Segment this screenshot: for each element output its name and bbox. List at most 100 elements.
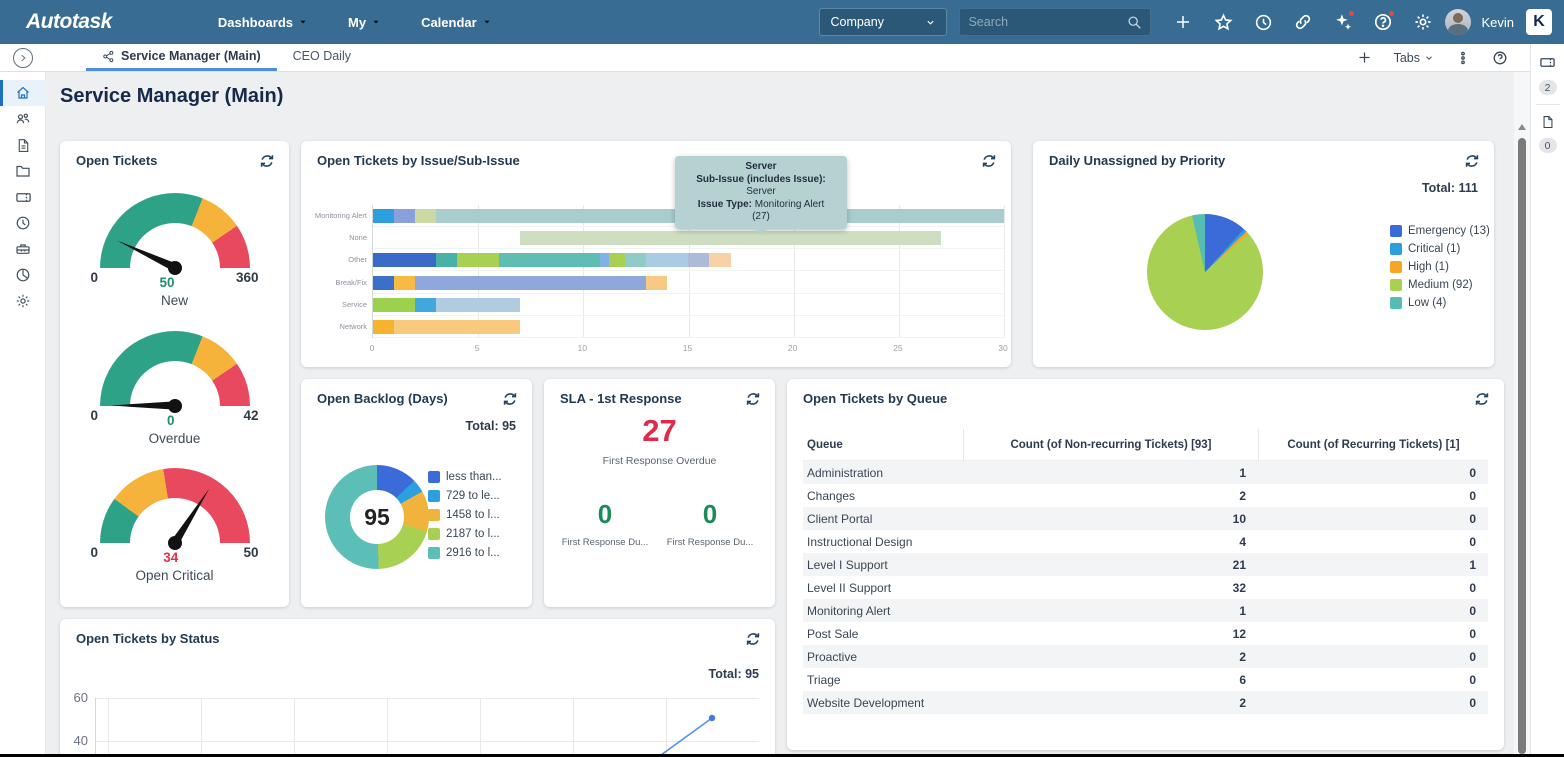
bar-segment[interactable] [520, 231, 941, 246]
menu-my[interactable]: My [328, 0, 401, 44]
scrollbar-up-arrow[interactable] [1518, 124, 1526, 130]
tab-service-manager-main[interactable]: Service Manager (Main) [86, 44, 277, 71]
sidebar-item-crm[interactable] [0, 106, 46, 132]
refresh-button[interactable] [500, 389, 520, 409]
sla-metric-1-value[interactable]: 0 [597, 499, 613, 529]
gauge-new[interactable]: 0 50 360 New [90, 193, 260, 308]
refresh-button[interactable] [257, 151, 277, 171]
status-line-series[interactable] [60, 619, 775, 754]
column-header-recurring[interactable]: Count (of Recurring Tickets) [1] [1258, 428, 1488, 461]
table-row[interactable]: Level I Support 21 1 [803, 553, 1488, 576]
overdue-count[interactable]: 27 [642, 413, 677, 448]
sidebar-item-projects[interactable] [0, 236, 46, 262]
sidebar-collapse-button[interactable] [8, 45, 38, 71]
bar-segment[interactable] [415, 275, 647, 290]
table-row[interactable]: Proactive 2 0 [803, 645, 1488, 668]
menu-calendar[interactable]: Calendar [401, 0, 512, 44]
company-select[interactable]: Company [819, 8, 948, 36]
gauge-overdue[interactable]: 0 0 42 Overdue [90, 331, 260, 446]
bar-segment[interactable] [688, 253, 710, 268]
menu-dashboards[interactable]: Dashboards [198, 0, 328, 44]
legend-item[interactable]: Emergency (13) [1390, 225, 1490, 237]
legend-item[interactable]: Medium (92) [1390, 279, 1490, 291]
table-row[interactable]: Website Development 2 0 [803, 691, 1488, 714]
ai-assistant-button[interactable] [1325, 4, 1361, 40]
avatar[interactable] [1445, 9, 1472, 35]
bar-segment[interactable] [373, 209, 395, 223]
bar-segment[interactable] [373, 297, 416, 312]
bar-segment[interactable] [394, 209, 416, 223]
sidebar-item-contracts[interactable] [0, 132, 46, 158]
documents-tray-button[interactable] [1541, 115, 1555, 134]
refresh-button[interactable] [743, 389, 763, 409]
table-row[interactable]: Post Sale 12 0 [803, 622, 1488, 645]
user-name[interactable]: Kevin [1481, 14, 1514, 30]
recent-items-button[interactable] [1245, 4, 1281, 40]
open-tickets-tray-button[interactable] [1539, 54, 1556, 76]
status-data-point[interactable] [708, 714, 716, 722]
help-button[interactable] [1365, 4, 1401, 40]
gauge-open-critical[interactable]: 0 34 50 Open Critical [90, 468, 260, 583]
search-icon[interactable] [1127, 15, 1142, 30]
tab-options-button[interactable] [1448, 44, 1478, 71]
sidebar-item-service-desk[interactable] [0, 184, 46, 210]
stacked-bar[interactable] [373, 297, 521, 312]
stacked-bar[interactable] [373, 275, 668, 290]
bar-segment[interactable] [373, 253, 437, 268]
refresh-button[interactable] [743, 629, 763, 649]
column-header-nonrecurring[interactable]: Count (of Non-recurring Tickets) [93] [963, 428, 1258, 461]
table-row[interactable]: Administration 1 0 [803, 461, 1488, 484]
bar-segment[interactable] [457, 253, 500, 268]
table-row[interactable]: Level II Support 32 0 [803, 576, 1488, 599]
legend-item[interactable]: less than... [428, 471, 502, 483]
bar-segment[interactable] [625, 253, 647, 268]
stacked-bar[interactable] [373, 253, 731, 268]
table-row[interactable]: Instructional Design 4 0 [803, 530, 1488, 553]
legend-item[interactable]: 1458 to l... [428, 509, 502, 521]
bar-segment[interactable] [394, 275, 416, 290]
bar-segment[interactable] [499, 253, 601, 268]
sidebar-item-documents[interactable] [0, 158, 46, 184]
tab-ceo-daily[interactable]: CEO Daily [292, 49, 351, 63]
legend-item[interactable]: Critical (1) [1390, 243, 1490, 255]
priority-pie-chart[interactable] [1147, 214, 1263, 330]
bar-segment[interactable] [394, 320, 521, 334]
sidebar-item-timesheets[interactable] [0, 210, 46, 236]
bar-segment[interactable] [415, 209, 437, 223]
sla-metric-2-value[interactable]: 0 [702, 499, 718, 529]
settings-button[interactable] [1405, 4, 1441, 40]
legend-item[interactable]: High (1) [1390, 261, 1490, 273]
integrations-button[interactable] [1285, 4, 1321, 40]
sidebar-item-home[interactable] [0, 80, 46, 106]
bar-segment[interactable] [415, 297, 437, 312]
kaseya-badge[interactable]: K [1526, 9, 1552, 35]
legend-item[interactable]: 2187 to l... [428, 528, 502, 540]
tabs-menu-button[interactable]: Tabs [1386, 44, 1442, 71]
bar-segment[interactable] [709, 253, 731, 268]
table-row[interactable]: Client Portal 10 0 [803, 507, 1488, 530]
refresh-button[interactable] [1462, 151, 1482, 171]
table-row[interactable]: Triage 6 0 [803, 668, 1488, 691]
stacked-bar[interactable] [373, 320, 521, 334]
bar-segment[interactable] [646, 253, 689, 268]
bar-segment[interactable] [646, 275, 668, 290]
bar-segment[interactable] [600, 253, 609, 268]
bar-segment[interactable] [436, 253, 458, 268]
legend-item[interactable]: 2916 to l... [428, 547, 502, 559]
sidebar-item-admin[interactable] [0, 288, 46, 314]
bar-segment[interactable] [608, 253, 626, 268]
table-row[interactable]: Monitoring Alert 1 0 [803, 599, 1488, 622]
backlog-donut-chart[interactable]: 95 [325, 465, 429, 569]
create-new-button[interactable] [1165, 4, 1201, 40]
sidebar-item-reports[interactable] [0, 262, 46, 288]
bar-segment[interactable] [436, 297, 521, 312]
legend-item[interactable]: Low (4) [1390, 297, 1490, 309]
column-header-queue[interactable]: Queue [807, 438, 843, 451]
bar-segment[interactable] [373, 275, 395, 290]
tab-help-button[interactable] [1484, 44, 1516, 71]
refresh-button[interactable] [1472, 389, 1492, 409]
refresh-button[interactable] [979, 151, 999, 171]
add-tab-button[interactable] [1349, 44, 1380, 71]
search-input[interactable] [968, 15, 1128, 29]
table-row[interactable]: Changes 2 0 [803, 484, 1488, 507]
